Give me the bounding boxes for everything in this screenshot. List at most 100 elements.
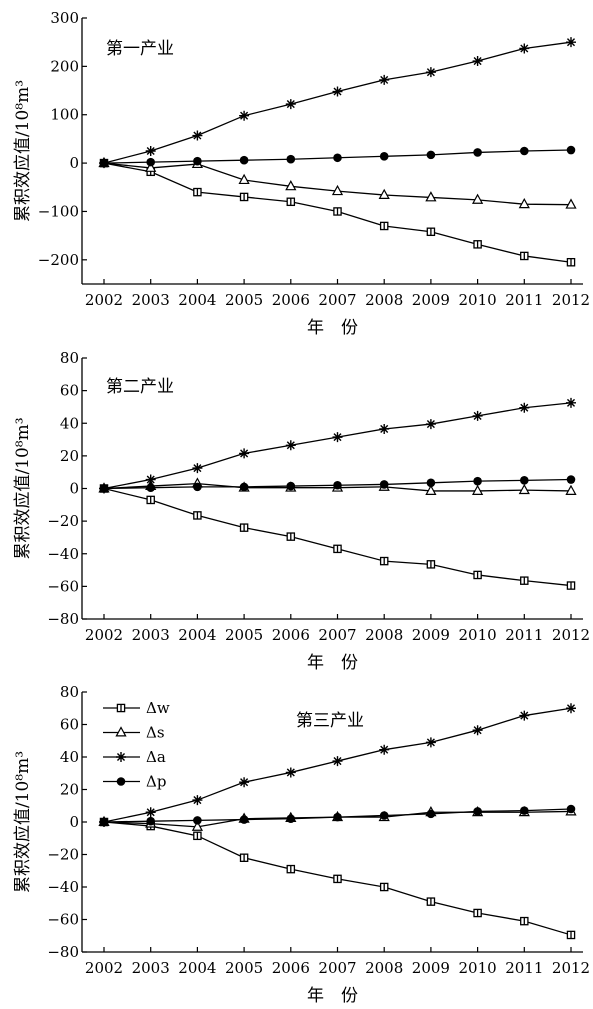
x-tick-label: 2008 (365, 291, 403, 309)
point-p (333, 812, 342, 822)
point-s (145, 161, 157, 172)
x-axis-label: 年 份 (307, 986, 358, 1006)
panel-title: 第一产业 (106, 39, 174, 59)
point-a (145, 807, 156, 818)
series-a (99, 37, 576, 169)
point-a (332, 756, 343, 767)
series-w (99, 484, 576, 590)
point-p (566, 145, 576, 155)
series-p (99, 804, 576, 827)
point-a (519, 43, 530, 54)
point-s (565, 198, 577, 209)
point-a (145, 146, 156, 156)
x-tick-label: 2007 (318, 291, 356, 309)
legend-marker-p (116, 777, 126, 786)
point-a (379, 74, 390, 85)
point-p (473, 476, 482, 486)
point-a (519, 710, 530, 721)
x-tick-label: 2012 (552, 959, 590, 977)
y-tick-label: −40 (47, 545, 79, 563)
y-tick-label: 80 (60, 349, 79, 367)
x-tick-label: 2005 (225, 959, 263, 977)
point-p (193, 482, 202, 492)
x-tick-label: 2006 (272, 291, 310, 309)
y-tick-label: 0 (69, 154, 79, 172)
y-tick-label: −200 (38, 251, 79, 269)
y-tick-label: −80 (47, 610, 79, 628)
point-p (99, 484, 109, 493)
point-p (379, 811, 389, 820)
y-tick-label: 60 (60, 716, 79, 734)
x-tick-label: 2003 (132, 291, 170, 309)
point-a (519, 402, 530, 413)
point-p (146, 157, 155, 167)
point-p (146, 483, 155, 492)
point-p (286, 481, 296, 491)
point-a (239, 448, 250, 459)
x-tick-label: 2005 (225, 291, 263, 309)
series-w (99, 817, 576, 940)
x-tick-label: 2011 (505, 959, 543, 977)
y-tick-label: 40 (60, 414, 79, 432)
y-tick-label: −100 (38, 202, 79, 220)
point-p (566, 475, 576, 484)
panel-3: −80 −60 −40 −20 0 20 40 60 80 2002 2003 2004 2005 200… (13, 683, 590, 1006)
panel-title: 第三产业 (296, 711, 364, 731)
y-axis-label: 累积效应值/10⁸m³ (13, 80, 33, 222)
series-p (99, 145, 576, 168)
legend-marker-s (115, 726, 127, 737)
series-a (99, 397, 576, 494)
legend: Δw Δs Δa Δp (103, 699, 170, 791)
point-s (378, 188, 390, 200)
point-p (379, 480, 389, 489)
x-axis-label: 年 份 (307, 318, 358, 338)
point-p (520, 476, 529, 485)
x-tick-label: 2010 (459, 626, 497, 644)
y-tick-label: 20 (60, 781, 79, 799)
y-axis-label: 累积效应值/10⁸m³ (13, 417, 33, 559)
point-a (566, 37, 576, 48)
point-p (239, 815, 249, 824)
legend-label-a: Δa (146, 748, 166, 766)
point-a (285, 99, 296, 110)
series-line-a (103, 41, 572, 164)
point-s (425, 191, 437, 202)
point-a (425, 67, 436, 78)
y-tick-label: −20 (47, 512, 79, 530)
point-a (566, 703, 576, 714)
point-p (99, 158, 109, 168)
point-a (192, 130, 203, 141)
x-tick-label: 2010 (459, 291, 497, 309)
point-a (566, 397, 576, 408)
point-s (471, 484, 484, 495)
point-a (332, 86, 343, 97)
series-w (99, 158, 576, 267)
panel-2: −80 −60 −40 −20 0 20 40 60 80 2002 2003 2004 2005 200… (13, 349, 590, 673)
x-tick-label: 2011 (505, 626, 543, 644)
y-tick-label: 100 (50, 106, 79, 124)
point-a (239, 110, 250, 121)
point-a (285, 767, 296, 778)
x-tick-label: 2006 (272, 959, 310, 977)
x-tick-label: 2003 (132, 959, 170, 977)
point-p (333, 153, 342, 163)
point-p (193, 156, 202, 166)
x-axis-label: 年 份 (307, 653, 358, 673)
point-a (285, 440, 296, 451)
point-a (472, 725, 483, 736)
point-p (239, 155, 249, 165)
point-a (192, 463, 203, 474)
y-tick-label: 200 (50, 57, 79, 75)
point-a (145, 474, 156, 485)
x-tick-label: 2009 (412, 959, 450, 977)
y-tick-label: −20 (47, 846, 79, 864)
series-line-w (103, 487, 572, 587)
point-p (473, 807, 482, 816)
x-tick-label: 2005 (225, 626, 263, 644)
x-tick-label: 2002 (85, 626, 123, 644)
point-s (518, 483, 530, 495)
point-s (238, 173, 250, 185)
point-p (566, 804, 576, 814)
y-tick-label: −80 (47, 943, 79, 961)
point-s (565, 484, 577, 495)
